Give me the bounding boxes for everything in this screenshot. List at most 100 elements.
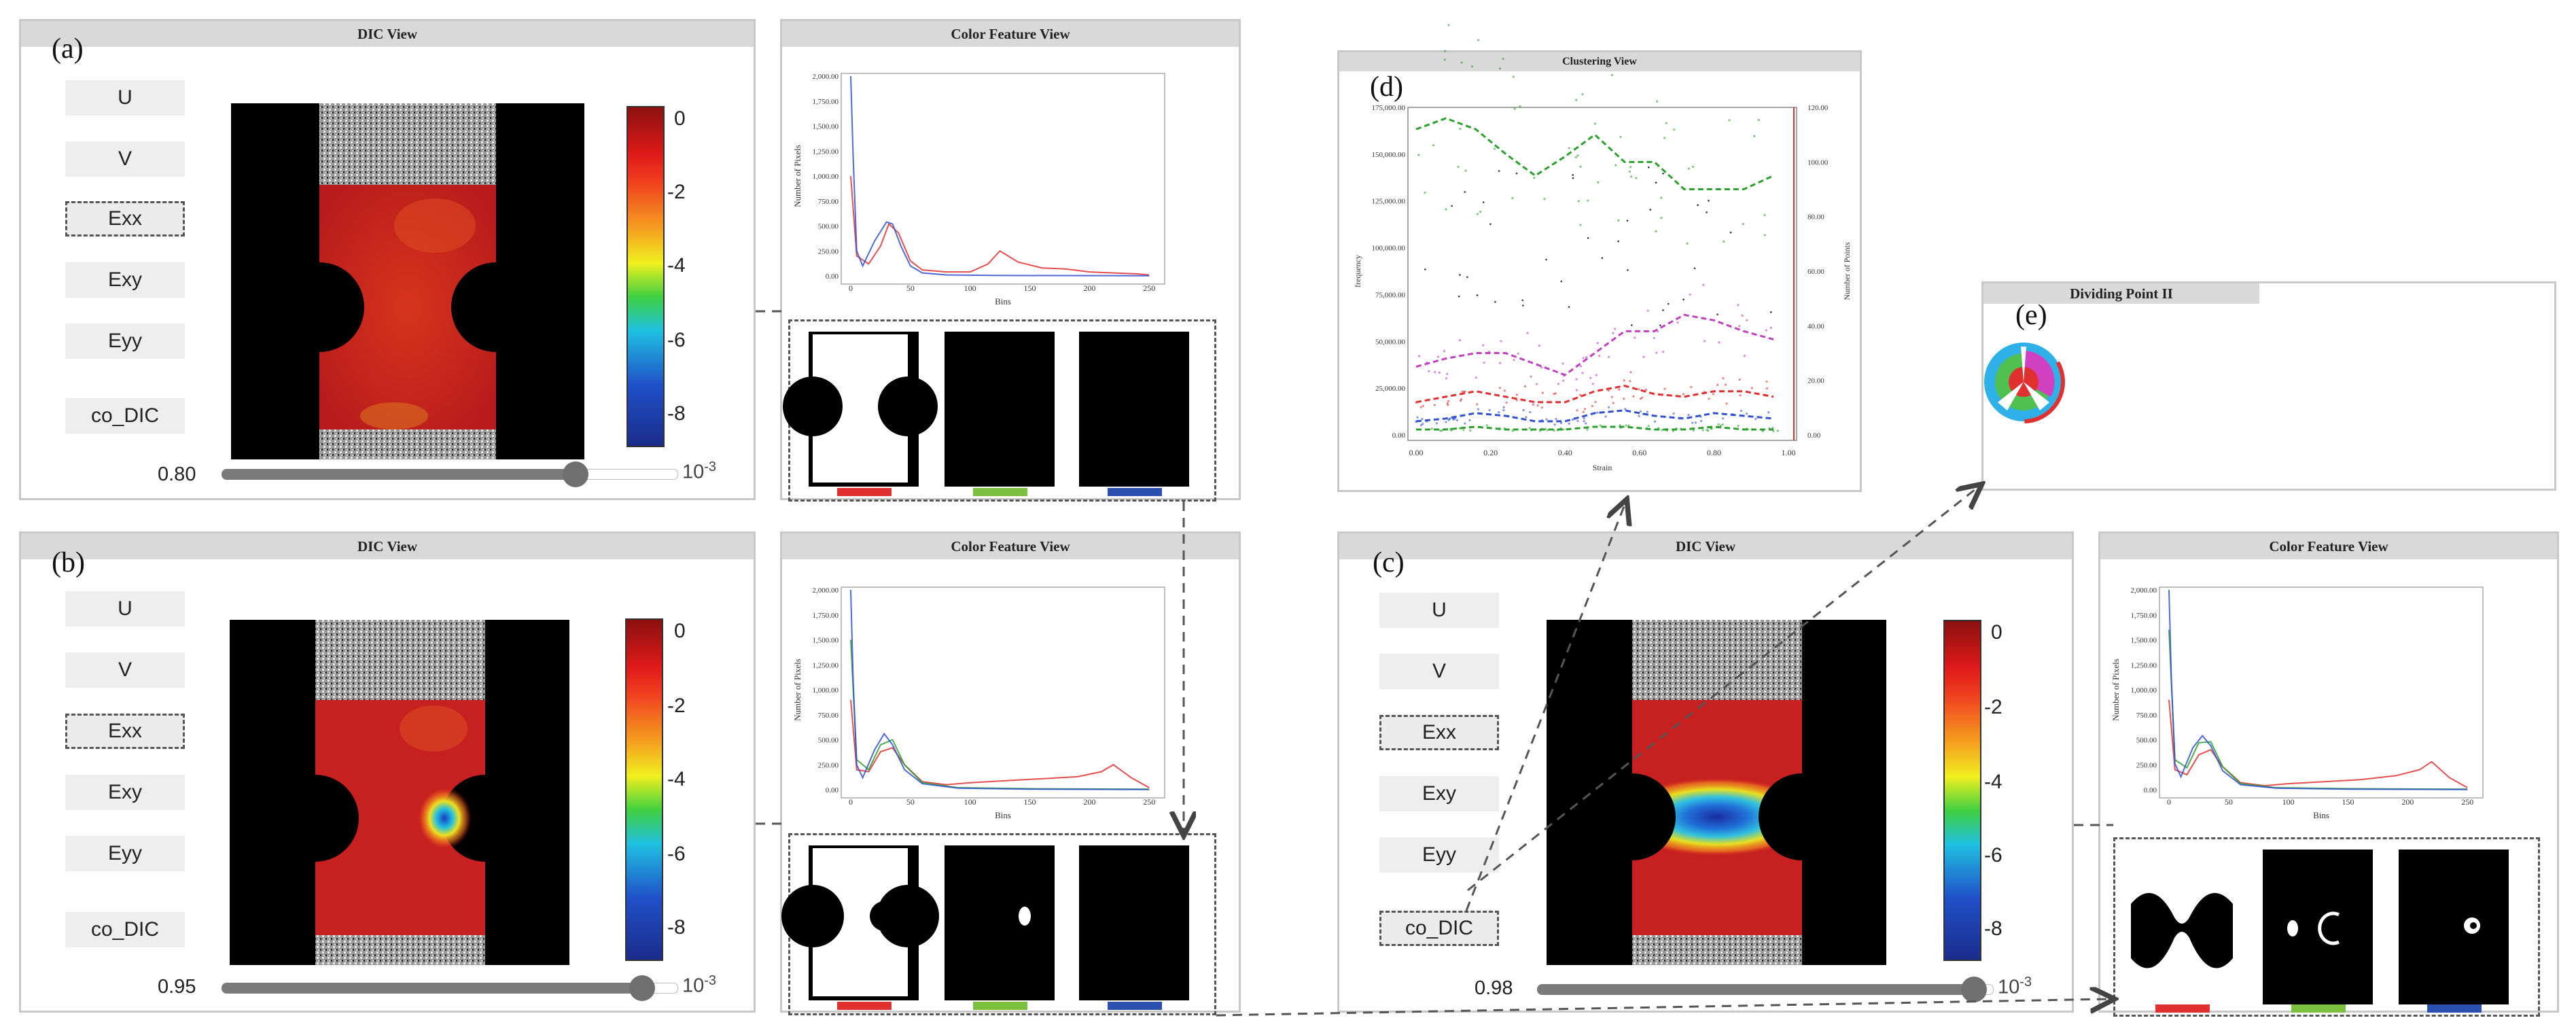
scatter-point-green-top [1660,196,1663,199]
scatter-point-black [1626,220,1629,222]
scatter-point-green-bottom [1625,424,1627,427]
scatter-point-green-top [1574,156,1577,158]
slider-knob-c[interactable] [1961,977,1987,1002]
series-line-blue [850,589,1150,790]
plot-frame [841,73,1165,285]
scatter-point-blue [1624,408,1627,410]
x-tick-label: 200 [1083,797,1095,807]
scatter-point-green-top [1577,200,1580,203]
button-exx-a[interactable]: Exx [65,201,185,237]
scatter-point-red [1553,392,1555,396]
x-tick-label: 200 [1083,283,1095,293]
button-eyy-c[interactable]: Eyy [1379,837,1499,873]
scatter-point-black [1659,324,1661,326]
scatter-point-blue [1452,417,1455,421]
scatter-point-green-top [1753,135,1756,137]
slider-track-b[interactable] [222,983,643,994]
scatter-point-magenta [1718,341,1721,344]
button-exx-c[interactable]: Exx [1379,715,1499,750]
scatter-point-black [1601,257,1604,259]
y-tick-label: 1,500.00 [2131,637,2157,645]
x-tick-label: 250 [1143,283,1155,293]
y-tick-label: 750.00 [2136,712,2157,720]
scatter-point-green-bottom [1546,429,1549,432]
panel-letter-d: (d) [1370,71,1403,103]
scatter-point-blue [1449,417,1451,420]
slider-track-c[interactable] [1537,984,1972,995]
scatter-point-black [1662,309,1664,311]
scatter-point-green-top [1742,222,1744,226]
scatter-point-red [1476,403,1479,406]
scatter-point-green-top [1498,67,1502,70]
colorbar-tick-0-a: 0 [674,107,686,130]
y-tick-label: 75,000.00 [1375,291,1406,299]
slider-track-a[interactable] [222,469,575,480]
series-line-green-top [1415,117,1774,190]
x-tick-label: 50 [906,283,915,293]
scatter-point-green-bottom [1647,425,1650,427]
scatter-point-magenta [1769,326,1772,329]
slider-knob-a[interactable] [563,461,588,487]
y2-tick-label: 0.00 [1807,432,1821,440]
scatter-point-blue [1691,421,1694,424]
scatter-point-magenta [1535,383,1538,385]
scatter-point-blue [1608,406,1610,408]
series-line-red [850,175,1150,276]
scatter-point-blue [1740,409,1742,413]
dividing-point-panel: Dividing Point II [1981,281,2556,491]
scatter-point-blue [1559,421,1563,425]
scatter-point-black [1522,304,1524,307]
scatter-point-red [1644,388,1648,391]
scatter-point-green-bottom [1544,427,1547,430]
scatter-point-green-top [1512,75,1515,78]
y2-tick-label: 20.00 [1807,377,1824,385]
scatter-point-magenta [1614,328,1617,330]
y-tick-label: 1,750.00 [2131,612,2157,620]
button-exy-a[interactable]: Exy [65,262,185,298]
legend-bar-green-a [973,488,1027,496]
colorbar-tick-2-a: -2 [667,181,686,203]
scatter-point-black [1568,306,1570,308]
scatter-point-magenta [1562,362,1564,365]
scatter-point-magenta [1661,351,1665,353]
scatter-point-black [1631,324,1633,326]
dic-view-title-c: DIC View [1339,533,2072,559]
button-v-a[interactable]: V [65,141,185,177]
mask-green-a [945,332,1055,487]
button-u-a[interactable]: U [65,80,185,116]
button-codic-b[interactable]: co_DIC [65,912,185,947]
scatter-point-blue [1529,410,1532,414]
button-codic-a[interactable]: co_DIC [65,398,185,434]
button-exy-c[interactable]: Exy [1379,776,1499,811]
scatter-point-red [1690,385,1693,389]
y-tick-label: 2,000.00 [813,73,839,81]
button-v-b[interactable]: V [65,652,185,688]
scatter-point-black [1647,166,1650,169]
button-eyy-a[interactable]: Eyy [65,323,185,359]
button-u-b[interactable]: U [65,591,185,627]
scatter-point-green-top [1533,177,1536,179]
button-exx-b[interactable]: Exx [65,714,185,749]
scatter-point-green-top [1513,107,1516,110]
scatter-point-red [1532,403,1534,406]
button-codic-c[interactable]: co_DIC [1379,911,1499,946]
y2-tick-label: 80.00 [1807,213,1824,222]
scatter-point-blue [1583,417,1585,420]
scatter-point-green-top [1432,144,1435,147]
slider-knob-b[interactable] [629,975,655,1001]
y-tick-label: 500.00 [818,223,839,231]
button-exy-b[interactable]: Exy [65,775,185,810]
scatter-point-green-bottom [1562,428,1565,431]
button-v-c[interactable]: V [1379,654,1499,689]
scatter-point-green-bottom [1721,423,1724,426]
scatter-point-magenta [1746,319,1748,321]
scatter-point-blue [1646,410,1648,413]
scatter-point-green-top [1655,230,1657,232]
y-tick-label: 0.00 [2144,786,2157,794]
y-tick-label: 500.00 [818,737,839,745]
button-u-c[interactable]: U [1379,593,1499,628]
y-tick-label: 125,000.00 [1372,198,1406,206]
button-eyy-b[interactable]: Eyy [65,836,185,871]
scatter-point-blue [1435,422,1439,425]
dividing-glyph-icon[interactable] [1981,340,2066,424]
